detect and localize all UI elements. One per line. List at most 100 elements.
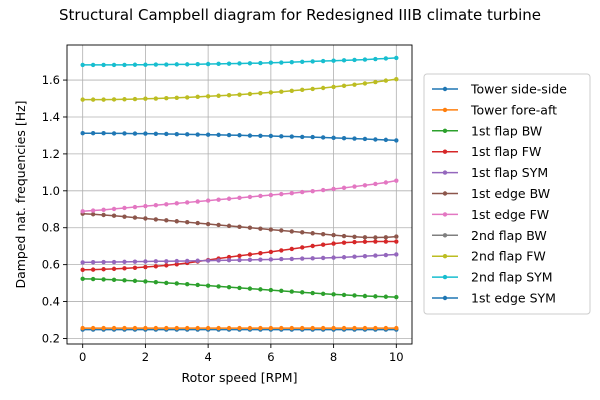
legend-marker [442,170,448,175]
data-point [185,95,190,100]
y-tick-label: 0.4 [42,295,60,309]
data-point [268,60,274,65]
data-point [132,215,138,220]
data-point [122,131,127,136]
legend-marker [442,128,448,133]
data-point [383,56,389,61]
legend-label: 1st edge BW [471,186,550,201]
legend-label: 1st flap BW [471,123,542,138]
legend-label: Tower side-side [470,82,567,97]
y-tick-label: 1.6 [42,73,60,87]
data-point [111,97,117,102]
x-tick-label: 2 [142,350,149,364]
data-point [352,293,357,298]
data-point [174,281,179,286]
data-point [320,242,326,247]
data-point [310,134,315,140]
data-point [216,61,221,67]
data-point [237,224,242,229]
data-point [268,325,274,331]
data-point [164,62,169,67]
data-point [268,249,274,255]
data-point [394,294,399,300]
series-10 [80,131,399,143]
series-lines [80,55,399,332]
x-tick-label: 4 [204,350,211,364]
data-point [226,325,232,331]
legend-label: 1st edge FW [471,207,549,222]
data-point [383,235,389,240]
data-point [362,136,368,142]
data-point [122,266,127,271]
data-point [164,131,169,137]
legend-marker [442,295,448,301]
data-point [143,131,148,136]
data-point [80,267,85,272]
data-point [289,191,294,196]
data-point [279,60,284,65]
data-point [331,325,336,331]
data-point [101,212,106,218]
legend-item: 1st edge FW [432,207,549,222]
data-point [153,96,159,101]
plot-frame [66,44,413,345]
x-tick-label: 6 [267,350,274,364]
series-2 [80,276,399,300]
y-tick-label: 0.2 [42,331,60,345]
data-point [143,62,148,67]
data-point [394,234,399,239]
legend-marker [442,149,448,154]
data-point [300,245,305,250]
data-point [258,133,263,139]
data-point [237,133,242,138]
data-point [247,133,253,138]
data-point [383,78,389,83]
data-point [216,197,221,202]
legend-item: 2nd flap FW [432,249,546,264]
chart-title: Structural Campbell diagram for Redesign… [59,6,541,24]
data-point [185,325,190,331]
data-point [174,201,179,206]
data-point [216,258,221,263]
legend-item: 1st edge BW [432,186,550,201]
data-point [300,325,305,331]
data-point [268,287,274,293]
data-point [300,256,305,261]
data-point [195,258,200,263]
data-point [289,246,294,252]
legend-marker [442,212,448,217]
data-point [164,259,169,264]
data-point [226,196,232,201]
x-tick-label: 0 [79,350,86,364]
data-point [362,81,368,86]
data-point [226,223,232,229]
data-point [268,257,274,262]
data-point [383,325,389,331]
data-point [268,192,274,198]
legend-marker [442,107,448,113]
data-point [341,58,347,63]
data-point [247,91,253,97]
data-point [195,61,200,67]
data-point [174,131,179,137]
data-point [237,61,242,66]
data-point [132,259,138,264]
legend-label: 2nd flap SYM [471,270,553,285]
data-point [101,267,106,272]
data-point [320,58,326,64]
legend: Tower side-side Tower fore-aft 1st flap BW… [423,73,591,315]
data-point [331,241,336,246]
data-point [111,266,117,272]
data-point [310,325,315,331]
data-point [205,198,211,203]
grid-lines [67,45,412,344]
data-point [320,255,326,261]
x-axis-label: Rotor speed [RPM] [182,370,298,385]
series-6 [80,178,399,214]
data-point [320,291,326,296]
data-point [80,62,85,68]
data-point [174,262,179,267]
data-point [352,136,357,141]
data-point [132,62,138,67]
